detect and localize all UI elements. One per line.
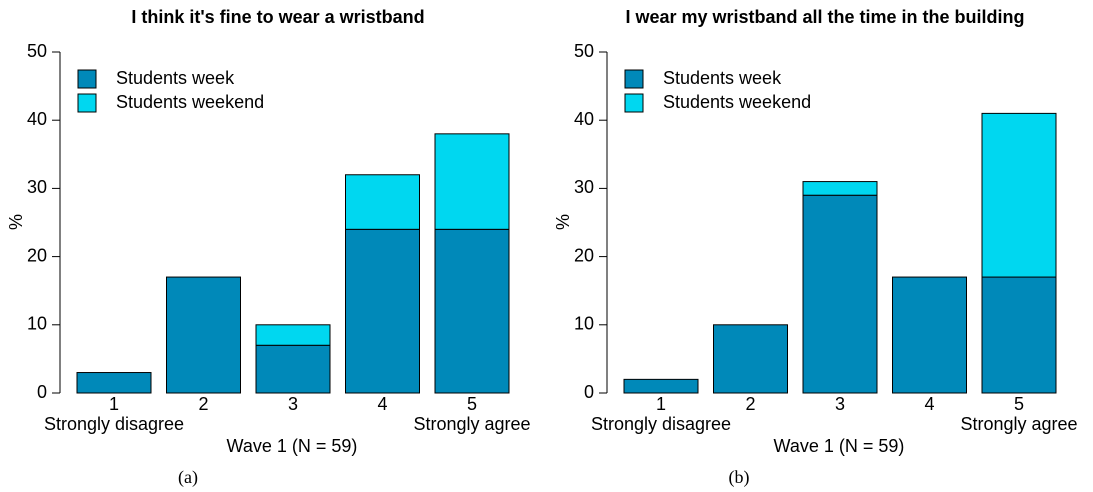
bar-segment <box>255 324 331 346</box>
legend-label: Students week <box>663 68 782 88</box>
legend-swatch <box>624 93 644 113</box>
x-tick-label: 2 <box>198 394 208 414</box>
chart-title: I think it's fine to wear a wristband <box>131 7 424 27</box>
y-tick-label: 50 <box>574 41 594 61</box>
anchor-label: Strongly disagree <box>591 414 731 434</box>
bar-segment <box>981 276 1057 394</box>
legend-label: Students weekend <box>663 92 811 112</box>
y-axis-label: % <box>6 214 26 230</box>
legend-swatch <box>77 69 97 89</box>
bar-segment <box>434 228 510 394</box>
y-tick-label: 10 <box>27 314 47 334</box>
bar-segment <box>802 181 878 196</box>
x-tick-label: 3 <box>288 394 298 414</box>
x-tick-label: 5 <box>1014 394 1024 414</box>
anchor-label: Strongly agree <box>960 414 1077 434</box>
y-tick-label: 50 <box>27 41 47 61</box>
bar-segment <box>892 276 967 394</box>
x-tick-label: 5 <box>467 394 477 414</box>
chart-title: I wear my wristband all the time in the … <box>625 7 1024 27</box>
x-axis-label: Wave 1 (N = 59) <box>774 436 905 456</box>
y-tick-label: 10 <box>574 314 594 334</box>
y-tick-label: 30 <box>27 177 47 197</box>
y-tick-label: 40 <box>27 109 47 129</box>
bar-segment <box>623 378 699 394</box>
y-tick-label: 0 <box>584 382 594 402</box>
anchor-label: Strongly agree <box>413 414 530 434</box>
bar-segment <box>166 276 241 394</box>
x-tick-label: 3 <box>835 394 845 414</box>
bar-segment <box>345 174 420 230</box>
bar-segment <box>76 372 152 394</box>
bar-segment <box>255 344 331 394</box>
anchor-label: Strongly disagree <box>44 414 184 434</box>
caption: (a) <box>178 467 198 488</box>
y-tick-label: 20 <box>27 245 47 265</box>
x-tick-label: 2 <box>745 394 755 414</box>
legend-swatch <box>624 69 644 89</box>
x-axis-label: Wave 1 (N = 59) <box>227 436 358 456</box>
x-tick-label: 4 <box>924 394 934 414</box>
y-tick-label: 40 <box>574 109 594 129</box>
bar-segment <box>802 194 878 394</box>
legend-swatch <box>77 93 97 113</box>
bar-segment <box>713 324 788 394</box>
bar-segment <box>981 112 1057 278</box>
caption: (b) <box>729 467 750 488</box>
y-tick-label: 20 <box>574 245 594 265</box>
y-tick-label: 0 <box>37 382 47 402</box>
y-axis-label: % <box>553 214 573 230</box>
legend-label: Students week <box>116 68 235 88</box>
x-tick-label: 1 <box>656 394 666 414</box>
x-tick-label: 1 <box>109 394 119 414</box>
y-tick-label: 30 <box>574 177 594 197</box>
bar-segment <box>345 228 420 394</box>
legend-label: Students weekend <box>116 92 264 112</box>
x-tick-label: 4 <box>377 394 387 414</box>
bar-segment <box>434 133 510 230</box>
